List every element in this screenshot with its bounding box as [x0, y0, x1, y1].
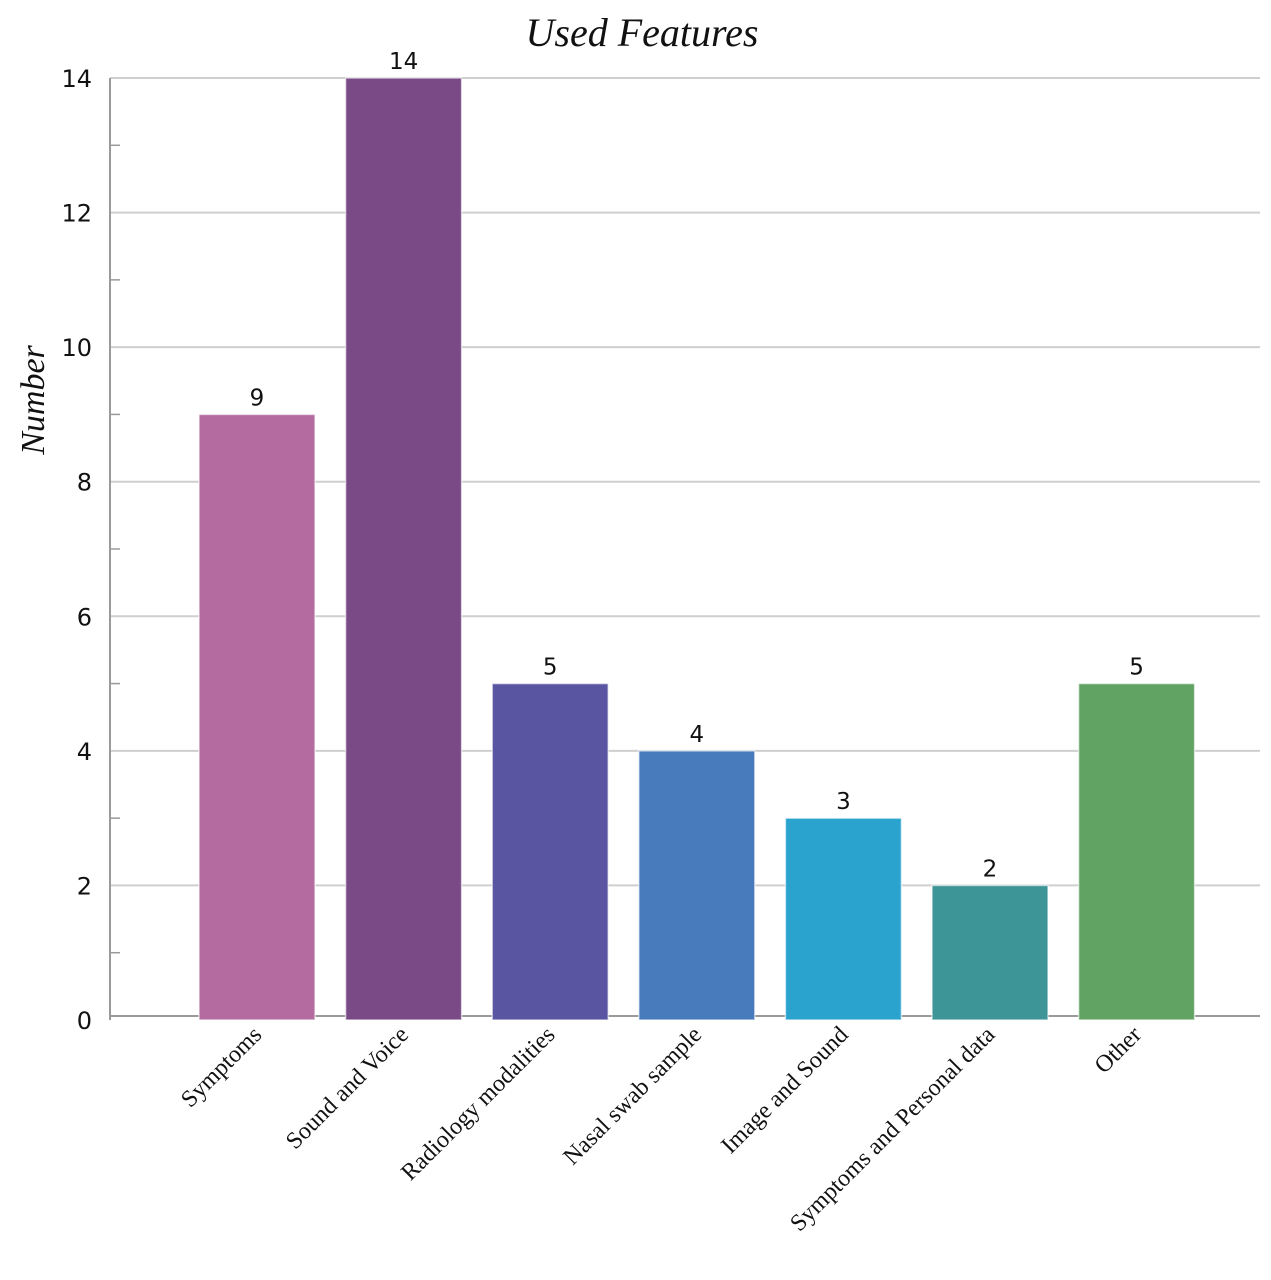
- bar: [344, 77, 463, 1021]
- y-tick-label: 0: [77, 1007, 92, 1035]
- bar: [491, 682, 609, 1021]
- y-tick-label: 14: [61, 65, 92, 93]
- data-label: 14: [389, 49, 418, 75]
- x-tick-label: Image and Sound: [716, 1022, 853, 1159]
- y-tick-label: 6: [77, 603, 92, 631]
- bar: [784, 817, 903, 1021]
- y-tick-label: 8: [77, 469, 92, 497]
- x-tick-label: Sound and Voice: [281, 1022, 414, 1155]
- x-tick-label: Radiology modalities: [396, 1022, 560, 1186]
- bar: [931, 884, 1049, 1021]
- y-tick-label: 4: [77, 738, 92, 766]
- data-label: 5: [543, 655, 558, 681]
- y-tick-label: 12: [61, 200, 92, 228]
- x-tick-label: Nasal swab sample: [559, 1022, 707, 1170]
- data-label: 9: [250, 385, 265, 411]
- bars: [198, 77, 1196, 1021]
- data-labels: 9 14 5 4 3 2 5: [250, 49, 1144, 882]
- data-label: 4: [689, 722, 704, 748]
- bar: [1077, 682, 1196, 1021]
- y-axis-label: Number: [15, 344, 52, 455]
- data-label: 2: [983, 856, 998, 882]
- data-label: 5: [1129, 655, 1144, 681]
- y-tick-label: 2: [77, 872, 92, 900]
- bar: [638, 750, 756, 1021]
- chart-title: Used Features: [526, 10, 759, 55]
- y-tick-label: 10: [61, 334, 92, 362]
- x-tick-label: Symptoms: [176, 1022, 267, 1113]
- data-label: 3: [836, 789, 851, 815]
- bar: [198, 413, 316, 1021]
- x-tick-label: Other: [1090, 1022, 1147, 1079]
